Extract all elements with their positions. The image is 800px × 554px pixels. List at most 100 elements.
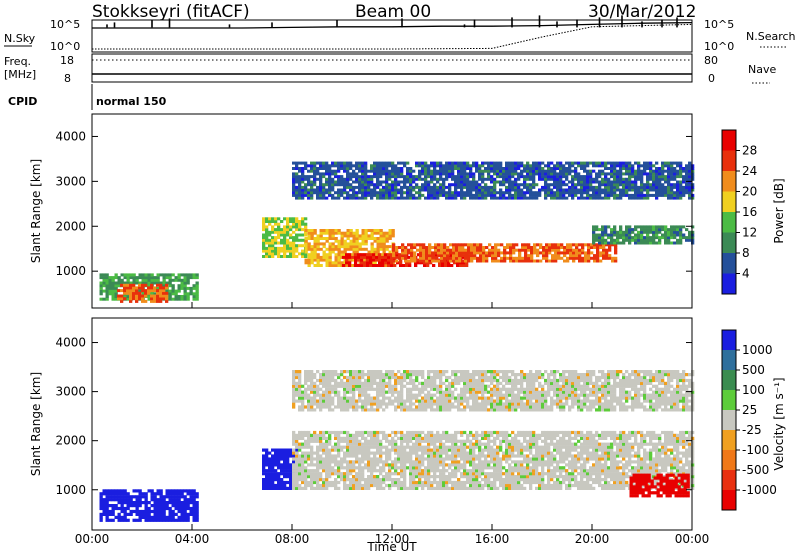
velocity-cell xyxy=(403,472,407,476)
power-cell xyxy=(577,175,581,179)
power-cell xyxy=(390,253,394,257)
power-cell xyxy=(328,264,332,267)
power-cell xyxy=(619,161,623,165)
velocity-cell xyxy=(310,433,314,437)
power-cell xyxy=(340,242,344,246)
power-cell xyxy=(637,175,641,179)
velocity-cell xyxy=(379,478,383,482)
power-cell xyxy=(304,258,308,262)
power-cell xyxy=(102,278,106,282)
power-cell xyxy=(349,196,353,200)
power-cell xyxy=(364,161,368,165)
power-cell xyxy=(604,241,608,245)
power-cell xyxy=(406,193,410,197)
power-cell xyxy=(415,185,419,189)
power-cell xyxy=(271,236,275,240)
power-cell xyxy=(505,185,509,189)
velocity-cell xyxy=(490,483,494,488)
power-cell xyxy=(673,196,677,200)
power-cell xyxy=(565,167,569,170)
power-cell xyxy=(373,172,377,176)
power-cell xyxy=(319,234,323,238)
velocity-cell xyxy=(156,512,160,516)
power-cell xyxy=(511,164,515,168)
power-cell xyxy=(652,236,656,240)
power-cell xyxy=(586,180,590,184)
velocity-cell xyxy=(343,466,347,470)
power-cell xyxy=(643,236,647,240)
velocity-cell xyxy=(186,492,190,496)
power-cell xyxy=(571,191,575,195)
velocity-cell xyxy=(189,489,193,493)
velocity-cell xyxy=(421,486,425,490)
velocity-cell xyxy=(409,448,413,452)
power-cell xyxy=(571,196,575,200)
power-cell xyxy=(428,246,432,249)
power-cell xyxy=(325,255,329,259)
power-cell xyxy=(307,229,311,232)
power-cell xyxy=(634,196,638,200)
velocity-cell xyxy=(526,475,530,479)
power-cell xyxy=(387,264,391,267)
velocity-cell xyxy=(319,460,323,464)
power-cell xyxy=(292,252,296,256)
power-cell xyxy=(545,259,549,263)
power-cell xyxy=(379,229,383,232)
velocity-cell xyxy=(292,442,296,446)
power-cell xyxy=(593,243,597,247)
power-cell xyxy=(316,234,320,238)
velocity-cell xyxy=(310,457,314,461)
power-cell xyxy=(529,177,533,181)
power-cell xyxy=(385,188,389,192)
power-cell xyxy=(397,180,401,184)
velocity-cell xyxy=(451,460,455,464)
power-cell xyxy=(348,255,352,259)
power-cell xyxy=(379,196,383,200)
power-cell xyxy=(331,172,335,176)
velocity-cell xyxy=(141,515,145,519)
velocity-cell xyxy=(165,489,169,493)
power-cell xyxy=(691,241,695,245)
velocity-cell xyxy=(517,439,521,443)
power-cell xyxy=(517,193,521,197)
power-cell xyxy=(473,246,477,249)
power-cell xyxy=(340,180,344,184)
power-cell xyxy=(517,167,521,170)
power-cell xyxy=(592,191,596,195)
power-cell xyxy=(456,264,460,267)
power-cell xyxy=(511,188,515,192)
velocity-cell xyxy=(523,454,527,458)
power-cell xyxy=(322,237,326,240)
power-cell xyxy=(159,283,163,287)
velocity-cell xyxy=(472,466,476,470)
velocity-cell xyxy=(358,480,362,485)
power-cell xyxy=(577,191,581,195)
velocity-cell xyxy=(174,512,178,516)
power-cell xyxy=(355,229,359,232)
power-cell xyxy=(147,295,151,298)
power-cell xyxy=(310,191,314,195)
power-cell xyxy=(517,185,521,189)
power-cell xyxy=(355,180,359,184)
velocity-cell xyxy=(493,448,497,452)
velocity-cell xyxy=(337,448,341,452)
power-cell xyxy=(463,177,467,181)
velocity-cell xyxy=(316,457,320,461)
power-cell xyxy=(361,196,365,200)
velocity-cell xyxy=(352,486,356,490)
velocity-cell xyxy=(508,466,512,470)
velocity-cell xyxy=(469,480,473,485)
power-cell xyxy=(572,256,576,260)
power-cell xyxy=(424,180,428,184)
velocity-cell xyxy=(135,518,139,522)
power-cell xyxy=(409,183,413,187)
power-cell xyxy=(349,231,353,235)
power-cell xyxy=(313,242,317,246)
velocity-cell xyxy=(511,460,515,464)
velocity-cell xyxy=(271,457,275,461)
power-cell xyxy=(391,234,395,238)
velocity-cell xyxy=(415,451,419,455)
power-cell xyxy=(375,258,379,262)
power-cell xyxy=(488,243,492,247)
power-cell xyxy=(307,242,311,246)
